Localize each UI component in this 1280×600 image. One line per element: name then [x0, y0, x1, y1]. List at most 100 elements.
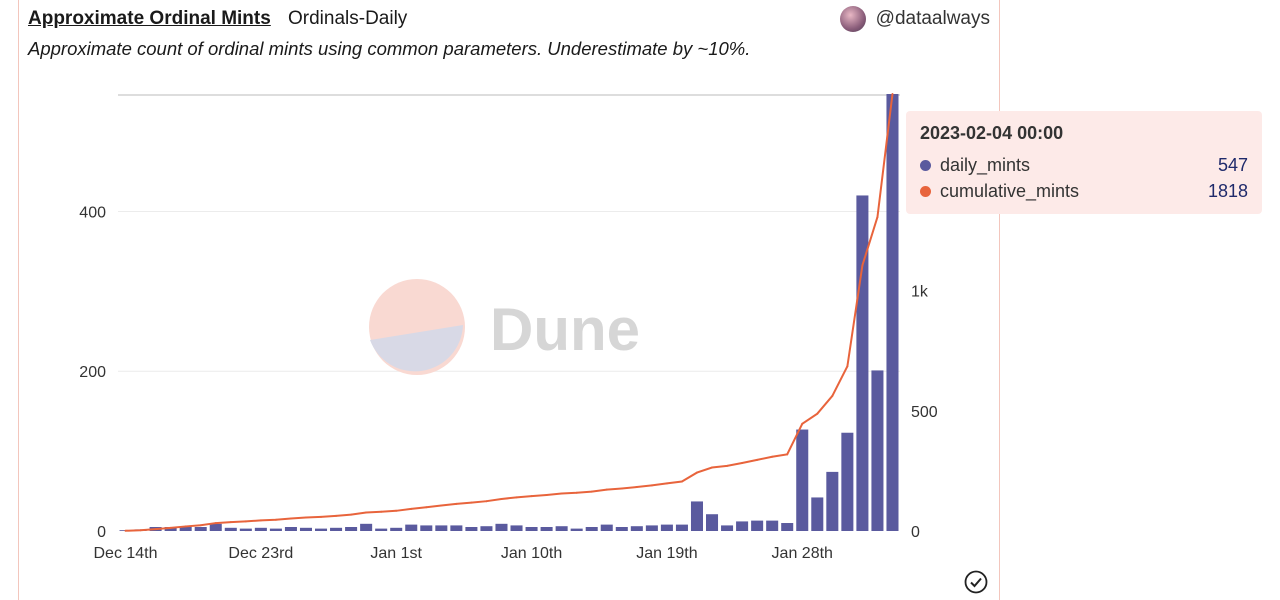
gridlines — [118, 94, 900, 372]
chart-panel — [18, 0, 1000, 600]
bar-daily-mints[interactable] — [886, 94, 899, 531]
point-cumulative-mints — [199, 524, 202, 527]
bar-daily-mints[interactable] — [360, 523, 373, 531]
bar-daily-mints[interactable] — [615, 527, 628, 531]
author-link[interactable]: @dataalways — [839, 6, 990, 32]
bar-daily-mints[interactable] — [465, 527, 478, 531]
tooltip-row: daily_mints 547 — [920, 152, 1248, 178]
point-cumulative-mints — [756, 458, 759, 461]
tooltip-series-value: 547 — [1217, 154, 1248, 175]
point-cumulative-mints — [139, 529, 142, 532]
bar-daily-mints[interactable] — [420, 525, 433, 531]
bar-daily-mints[interactable] — [194, 527, 207, 531]
chart-header: Approximate Ordinal Mints Ordinals-Daily… — [28, 6, 990, 32]
bar-daily-mints[interactable] — [254, 527, 267, 531]
bar-daily-mints[interactable] — [600, 524, 613, 531]
bar-daily-mints[interactable] — [690, 501, 703, 531]
bar-daily-mints[interactable] — [751, 520, 764, 531]
bar-daily-mints[interactable] — [390, 527, 403, 531]
bar-daily-mints[interactable] — [284, 527, 297, 531]
bar-daily-mints[interactable] — [164, 527, 177, 531]
point-cumulative-mints — [695, 471, 698, 474]
bar-daily-mints[interactable] — [405, 524, 418, 531]
point-cumulative-mints — [620, 487, 623, 490]
bar-daily-mints[interactable] — [345, 527, 358, 531]
point-cumulative-mints — [771, 455, 774, 458]
bar-daily-mints[interactable] — [871, 370, 884, 531]
chart-title-link[interactable]: Approximate Ordinal Mints — [28, 8, 271, 29]
axes: 0 200 400 0 500 1k Dec 14th Dec 23rd Jan 1st Jan … — [79, 204, 938, 562]
bar-daily-mints[interactable] — [239, 528, 252, 531]
point-cumulative-mints — [124, 529, 127, 532]
bar-daily-mints[interactable] — [675, 524, 688, 531]
bar-daily-mints[interactable] — [555, 526, 568, 531]
check-circle-icon[interactable] — [964, 570, 988, 594]
tooltip-series-name: cumulative_mints — [940, 180, 1080, 201]
point-cumulative-mints — [244, 520, 247, 523]
bar-daily-mints[interactable] — [841, 432, 854, 531]
bar-daily-mints[interactable] — [781, 523, 794, 531]
y-right-tick-label: 1k — [911, 284, 929, 301]
bar-daily-mints[interactable] — [826, 471, 839, 531]
tooltip-row: cumulative_mints 1818 — [920, 178, 1248, 204]
bar-daily-mints[interactable] — [435, 525, 448, 531]
point-cumulative-mints — [304, 516, 307, 519]
point-cumulative-mints — [726, 464, 729, 467]
point-cumulative-mints — [605, 488, 608, 491]
bar-daily-mints[interactable] — [856, 195, 869, 531]
point-cumulative-mints — [395, 509, 398, 512]
bar-daily-mints[interactable] — [540, 527, 553, 531]
bar-daily-mints[interactable] — [796, 429, 809, 531]
point-cumulative-mints — [274, 518, 277, 521]
dune-logo-shade — [370, 325, 463, 372]
bar-daily-mints[interactable] — [330, 527, 343, 531]
tooltip-series-value: 1818 — [1207, 180, 1248, 201]
query-name: Ordinals-Daily — [288, 8, 408, 29]
chart-description: Approximate count of ordinal mints using… — [28, 38, 751, 59]
bars-daily-mints — [119, 94, 899, 531]
bar-daily-mints[interactable] — [706, 514, 719, 531]
point-cumulative-mints — [259, 519, 262, 522]
bar-daily-mints[interactable] — [721, 525, 734, 531]
bar-daily-mints[interactable] — [299, 527, 312, 531]
point-cumulative-mints — [876, 216, 879, 219]
bar-daily-mints[interactable] — [811, 497, 824, 531]
point-cumulative-mints — [741, 461, 744, 464]
series-line-cumulative-mints[interactable] — [125, 93, 894, 532]
y-left-tick-label: 200 — [79, 364, 106, 381]
point-cumulative-mints — [575, 491, 578, 494]
point-cumulative-mints — [680, 480, 683, 483]
bar-daily-mints[interactable] — [209, 523, 222, 531]
x-tick-label: Dec 14th — [93, 545, 157, 562]
point-cumulative-mints — [560, 492, 563, 495]
bar-daily-mints[interactable] — [660, 524, 673, 531]
dune-watermark: Dune — [369, 279, 640, 375]
bar-daily-mints[interactable] — [450, 525, 463, 531]
bar-daily-mints[interactable] — [179, 526, 192, 531]
point-cumulative-mints — [184, 525, 187, 528]
point-cumulative-mints — [665, 482, 668, 485]
bar-daily-mints[interactable] — [315, 528, 328, 531]
point-cumulative-mints — [635, 486, 638, 489]
point-cumulative-mints — [816, 412, 819, 415]
bar-daily-mints[interactable] — [585, 527, 598, 531]
bar-daily-mints[interactable] — [570, 528, 583, 531]
bar-daily-mints[interactable] — [495, 523, 508, 531]
point-cumulative-mints — [515, 496, 518, 499]
x-tick-label: Jan 1st — [370, 545, 422, 562]
bar-daily-mints[interactable] — [525, 527, 538, 531]
bar-daily-mints[interactable] — [269, 528, 282, 531]
bar-daily-mints[interactable] — [510, 525, 523, 531]
x-tick-label: Dec 23rd — [228, 545, 293, 562]
bar-daily-mints[interactable] — [736, 521, 749, 531]
tooltip-series-name: daily_mints — [940, 154, 1031, 175]
bar-daily-mints[interactable] — [375, 528, 388, 531]
point-cumulative-mints — [545, 493, 548, 496]
bar-daily-mints[interactable] — [630, 526, 643, 531]
bar-daily-mints[interactable] — [480, 526, 493, 531]
point-cumulative-mints — [891, 93, 894, 95]
bar-daily-mints[interactable] — [645, 525, 658, 531]
bar-daily-mints[interactable] — [224, 527, 237, 531]
bar-daily-mints[interactable] — [766, 520, 779, 531]
